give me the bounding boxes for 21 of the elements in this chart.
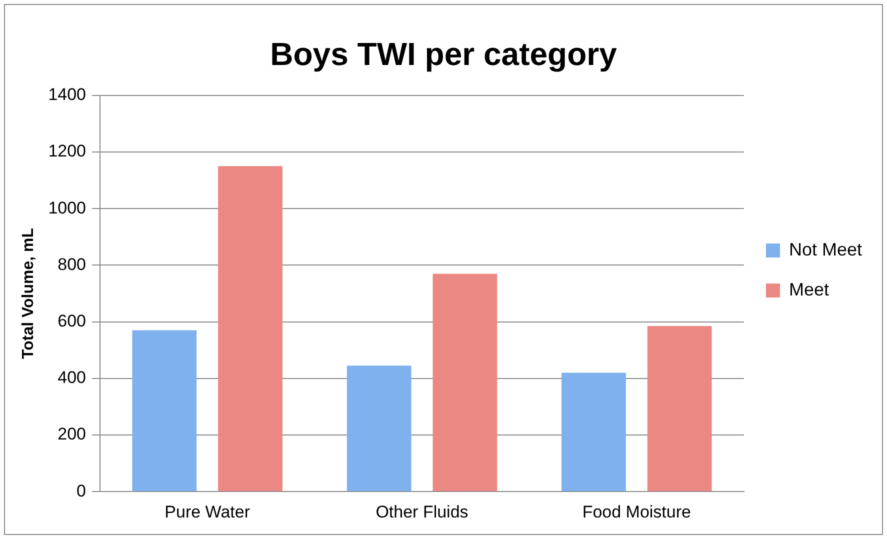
y-tick-label: 1200 (48, 142, 86, 161)
y-tick-label: 0 (76, 481, 86, 500)
bar (432, 274, 498, 492)
x-tick-label: Other Fluids (376, 502, 468, 522)
x-tick-label: Pure Water (164, 502, 250, 522)
legend-label: Not Meet (788, 239, 862, 260)
y-tick-label: 1400 (48, 85, 86, 104)
bar (562, 372, 626, 492)
bar (132, 330, 197, 492)
bar (346, 366, 412, 492)
y-tick-label: 1000 (48, 198, 86, 218)
x-tick-label: Food Moisture (582, 502, 691, 522)
y-tick-label: 800 (58, 254, 86, 274)
legend-label: Meet (788, 279, 830, 300)
chart-title: Boys TWI per category (270, 36, 618, 72)
y-tick-label: 600 (58, 311, 86, 330)
bar (647, 326, 712, 492)
y-tick-label: 200 (58, 424, 86, 444)
bar (218, 166, 282, 492)
y-axis-title: Total Volume, mL (20, 228, 38, 359)
y-tick-label: 400 (58, 368, 86, 388)
